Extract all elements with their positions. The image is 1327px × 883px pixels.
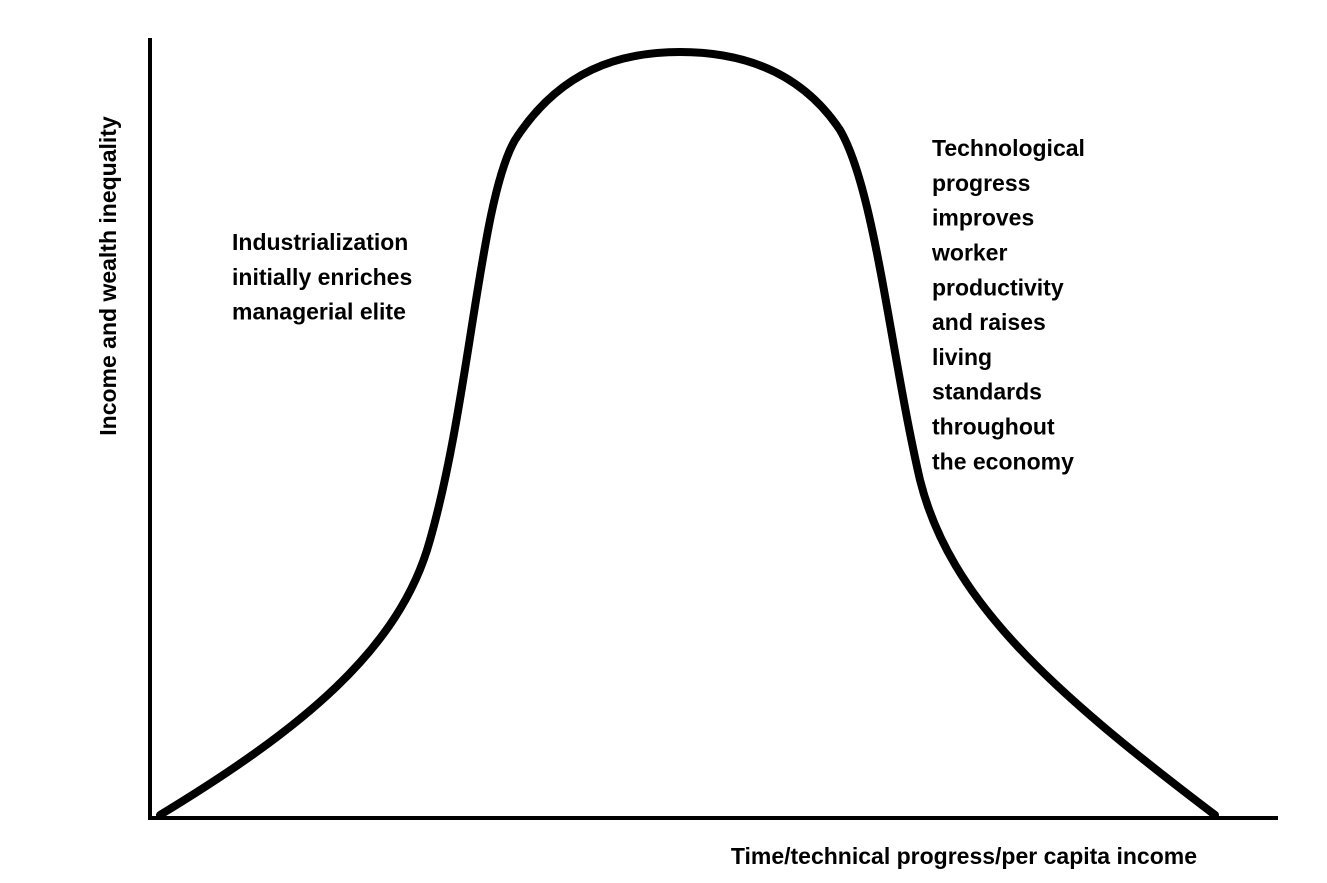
annotation-line: Industrialization bbox=[232, 229, 408, 255]
annotation-line: throughout bbox=[932, 413, 1055, 439]
annotation-line: and raises bbox=[932, 309, 1046, 335]
annotation-line: worker bbox=[931, 239, 1007, 265]
right-annotation: Technological progress improves worker produ… bbox=[931, 135, 1085, 474]
annotation-line: improves bbox=[932, 205, 1034, 231]
y-axis-label: Income and wealth inequality bbox=[95, 116, 121, 436]
x-axis-label: Time/technical progress/per capita incom… bbox=[731, 843, 1197, 869]
left-annotation: Industrialization initially enriches manag… bbox=[232, 229, 412, 325]
annotation-line: initially enriches bbox=[232, 264, 412, 290]
annotation-line: managerial elite bbox=[232, 299, 406, 325]
annotation-line: living bbox=[932, 344, 992, 370]
annotation-line: the economy bbox=[932, 448, 1074, 474]
annotation-line: productivity bbox=[932, 274, 1064, 300]
annotation-line: progress bbox=[932, 170, 1030, 196]
annotation-line: standards bbox=[932, 379, 1042, 405]
annotation-line: Technological bbox=[932, 135, 1085, 161]
inequality-curve bbox=[156, 47, 1219, 819]
